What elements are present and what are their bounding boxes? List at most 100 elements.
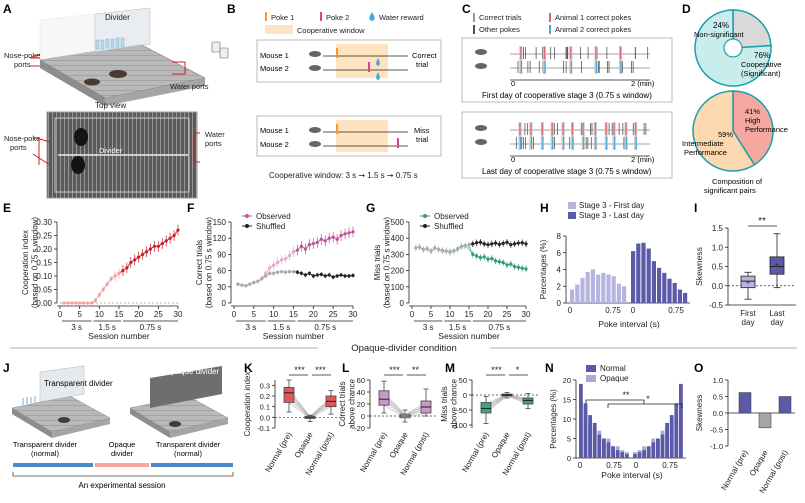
- skewness-bar: [758, 412, 772, 429]
- data-point: [516, 265, 521, 269]
- data-point: [93, 298, 97, 302]
- panel-label-b: B: [227, 2, 236, 16]
- data-point: [78, 301, 82, 305]
- apparatus-illustration: [39, 7, 229, 106]
- data-point: [311, 242, 315, 246]
- legend-swatch: [568, 212, 576, 219]
- data-point: [66, 301, 70, 305]
- data-point: [339, 273, 343, 277]
- pie1-coop-label: Cooperative (Significant): [741, 60, 781, 78]
- legend-label: Stage 3 - First day: [579, 201, 644, 210]
- x-tick-label: 0.75: [668, 306, 684, 315]
- y-axis-label: Skewness: [694, 247, 704, 286]
- paired-line: [288, 395, 332, 418]
- x-tick-label: First: [740, 309, 756, 318]
- mouse-icon: [475, 139, 487, 145]
- y-tick-label: 0.15: [36, 259, 52, 268]
- legend-other-pokes: Other pokes: [479, 25, 520, 34]
- raster-axis-start-2: 0: [511, 155, 515, 164]
- pie-slice-intermediate-performance: [692, 90, 756, 172]
- y-tick-label: 5: [567, 435, 571, 444]
- x-tick-label: 0: [631, 306, 636, 315]
- x-tick-label: 0: [568, 306, 573, 315]
- miss-trial-label: Miss trial: [414, 126, 430, 144]
- hist-bar-first-day: [596, 274, 601, 303]
- panel-label-a: A: [3, 2, 12, 16]
- data-point: [475, 241, 479, 245]
- data-point: [291, 250, 296, 254]
- legend-label: Shuffled: [256, 222, 285, 231]
- data-point: [283, 270, 288, 274]
- y-tick-label: 1.5: [712, 224, 724, 233]
- hist-bar-normal: [665, 422, 669, 458]
- sig-marker: **: [622, 390, 630, 400]
- poke1-legend-swatch: [265, 12, 267, 21]
- hist-bar-last-day: [631, 251, 636, 303]
- data-point: [509, 243, 513, 247]
- panel-label-o: O: [694, 361, 703, 375]
- x-tick-label: Normal (pre): [263, 430, 293, 474]
- panel-label-j: J: [3, 361, 10, 375]
- raster-correct-trial: [543, 46, 547, 74]
- hist-bar-normal: [674, 403, 679, 458]
- y-tick-label: 6: [557, 249, 562, 258]
- data-point: [240, 283, 244, 287]
- y-tick-label: 10: [563, 415, 571, 424]
- data-point: [327, 273, 331, 277]
- y-tick-label: 0.0: [260, 413, 270, 422]
- y-tick-label: 0: [222, 299, 227, 308]
- data-point: [513, 264, 517, 269]
- session-caption: An experimental session: [78, 481, 165, 490]
- data-point: [347, 231, 351, 235]
- data-point: [97, 293, 101, 297]
- data-point: [509, 262, 513, 266]
- data-point: [101, 287, 105, 292]
- data-point: [287, 270, 292, 274]
- pie1-coop-pct: 76%: [754, 51, 770, 60]
- raster-axis-start: 0: [511, 79, 515, 88]
- y-tick-label: 0: [557, 299, 562, 308]
- data-point: [418, 245, 422, 249]
- y-tick-label: -0.5: [709, 301, 723, 310]
- legend-marker: [423, 224, 427, 228]
- y-tick-label: 20: [563, 376, 571, 385]
- section-title: Opaque-divider condition: [351, 343, 457, 354]
- data-point: [109, 277, 113, 281]
- mouse-icon-2: [309, 127, 321, 147]
- data-point: [478, 240, 482, 244]
- hist-bar-first-day: [580, 277, 585, 303]
- y-tick-label: 0.25: [36, 232, 52, 241]
- data-point: [490, 242, 494, 246]
- x-tick-label: 20: [134, 310, 143, 319]
- data-point: [256, 279, 260, 283]
- data-point: [276, 270, 280, 274]
- water-ports-label: Water ports: [170, 82, 209, 91]
- x-axis-label: Poke interval (s): [598, 319, 660, 329]
- hist-bar-normal: [642, 450, 646, 458]
- pie2-high-label: 41% High Performance: [745, 107, 788, 134]
- y-axis-label-line: (based on 0.75 s window): [383, 217, 392, 309]
- y-tick-label: 2: [557, 282, 562, 291]
- window-label: 0.75 s: [314, 323, 336, 332]
- legend-water-reward: Water reward: [379, 13, 424, 22]
- x-tick-label: 0.75: [605, 306, 621, 315]
- data-point: [264, 271, 268, 275]
- panel-label-k: K: [244, 361, 253, 375]
- data-point: [471, 242, 475, 246]
- x-tick-label: Normal (pre): [358, 430, 388, 474]
- data-point: [82, 301, 86, 305]
- raster-first-caption: First day of cooperative stage 3 (0.75 s…: [482, 91, 652, 100]
- hist-bar-last-day: [677, 289, 682, 303]
- x-tick-label: 15: [289, 310, 298, 319]
- raster-correct-trial: [519, 46, 523, 74]
- data-point: [144, 250, 149, 254]
- y-tick-label: 50: [459, 376, 467, 385]
- data-point: [482, 242, 486, 246]
- hist-bar-normal: [611, 446, 615, 458]
- y-tick-label: 15: [563, 396, 571, 405]
- legend-label: Shuffled: [434, 222, 463, 231]
- hist-bar-last-day: [657, 267, 662, 303]
- data-point: [351, 273, 355, 278]
- data-point: [343, 274, 347, 278]
